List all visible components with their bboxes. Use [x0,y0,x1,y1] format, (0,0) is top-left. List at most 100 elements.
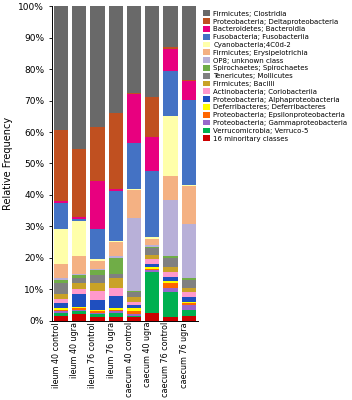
Bar [127,143,141,188]
Bar [182,81,196,100]
Bar [145,259,159,264]
Bar [145,313,159,320]
Bar [182,310,196,316]
Bar [90,275,105,283]
Bar [182,297,196,302]
Bar [54,280,68,283]
Bar [108,191,123,241]
Bar [90,313,105,314]
Bar [145,264,159,267]
Bar [127,308,141,311]
Bar [72,283,86,289]
Bar [54,316,68,320]
Bar [163,256,177,258]
Bar [182,278,196,280]
Bar [54,130,68,201]
Bar [72,217,86,219]
Bar [182,184,196,186]
Bar [145,254,159,259]
Bar [108,308,123,310]
Bar [90,300,105,310]
Bar [72,148,86,217]
Bar [72,256,86,274]
Bar [182,186,196,224]
Bar [145,272,159,313]
Bar [54,294,68,298]
Bar [163,116,177,176]
Bar [90,6,105,127]
Bar [163,47,177,49]
Bar [90,269,105,270]
Bar [182,302,196,303]
Bar [54,310,68,311]
Bar [182,224,196,278]
Bar [72,274,86,275]
Bar [163,200,177,256]
Bar [72,278,86,283]
Bar [127,311,141,314]
Bar [163,276,177,281]
Bar [72,275,86,278]
Bar [127,291,141,292]
Bar [163,283,177,288]
Bar [127,218,141,291]
Bar [108,189,123,191]
Bar [108,311,123,313]
Bar [54,201,68,203]
Bar [108,318,123,320]
Bar [90,230,105,259]
Bar [127,318,141,320]
Bar [145,137,159,171]
Bar [72,219,86,220]
Bar [54,303,68,308]
Bar [127,302,141,305]
Bar [90,318,105,320]
Bar [182,6,196,80]
Legend: Firmicutes; Clostridia, Proteobacteria; Deltaproteobacteria, Bacteroidetes; Bact: Firmicutes; Clostridia, Proteobacteria; … [203,10,348,142]
Y-axis label: Relative Frequency: Relative Frequency [3,117,13,210]
Bar [108,288,123,296]
Bar [90,314,105,318]
Bar [145,269,159,270]
Bar [54,6,68,130]
Bar [72,294,86,306]
Bar [127,93,141,94]
Bar [182,292,196,297]
Bar [108,6,123,113]
Bar [108,278,123,288]
Bar [163,318,177,320]
Bar [54,278,68,280]
Bar [127,314,141,316]
Bar [54,264,68,278]
Bar [54,230,68,264]
Bar [90,259,105,261]
Bar [90,127,105,181]
Bar [145,248,159,254]
Bar [72,220,86,256]
Bar [182,100,196,184]
Bar [145,247,159,248]
Bar [182,80,196,81]
Bar [163,71,177,116]
Bar [54,203,68,230]
Bar [72,308,86,310]
Bar [90,261,105,269]
Bar [90,291,105,300]
Bar [72,289,86,294]
Bar [145,267,159,269]
Bar [182,280,196,288]
Bar [72,310,86,311]
Bar [90,181,105,230]
Bar [163,292,177,318]
Bar [108,313,123,318]
Bar [127,94,141,143]
Bar [72,314,86,320]
Bar [127,6,141,93]
Bar [108,242,123,256]
Bar [145,98,159,137]
Bar [54,311,68,313]
Bar [90,311,105,313]
Bar [163,258,177,267]
Bar [127,316,141,318]
Bar [108,256,123,258]
